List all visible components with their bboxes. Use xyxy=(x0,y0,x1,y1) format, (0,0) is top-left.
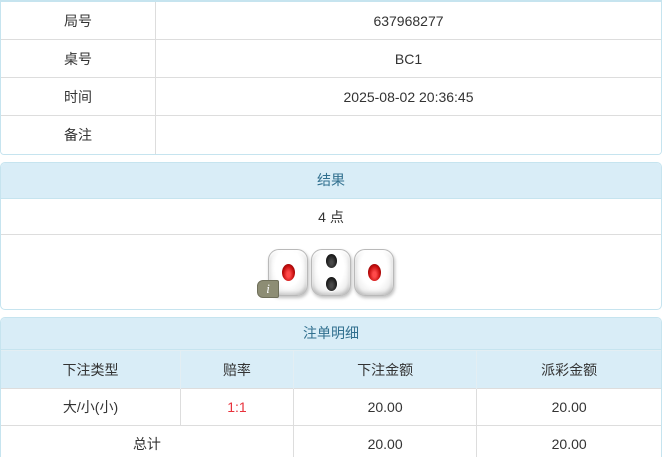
die-3 xyxy=(354,248,394,296)
bet-type-cell: 大/小(小) xyxy=(1,388,182,426)
bet-details-table: 下注类型 赔率 下注金额 派彩金额 大/小(小) 1:1 20.00 20.00… xyxy=(1,350,661,457)
bet-type-column-header: 下注类型 xyxy=(1,350,182,389)
dice-group: i xyxy=(257,248,394,298)
table-number-row: 桌号 BC1 xyxy=(1,40,661,78)
remark-row: 备注 xyxy=(1,116,661,154)
die-1: i xyxy=(257,248,308,298)
result-points: 4 点 xyxy=(1,199,661,235)
round-info-table: 局号 637968277 桌号 BC1 时间 2025-08-02 20:36:… xyxy=(0,0,662,155)
remark-value xyxy=(156,116,661,154)
bet-details-title: 注单明细 xyxy=(1,318,661,350)
bet-amount-column-header: 下注金额 xyxy=(292,350,478,389)
time-row: 时间 2025-08-02 20:36:45 xyxy=(1,78,661,116)
result-panel: 结果 4 点 i xyxy=(0,162,662,310)
time-label: 时间 xyxy=(1,78,156,115)
dice-row: i xyxy=(1,235,661,309)
info-icon[interactable]: i xyxy=(257,279,279,298)
table-number-label: 桌号 xyxy=(1,40,156,77)
time-value: 2025-08-02 20:36:45 xyxy=(343,88,474,105)
bet-odds-cell: 1:1 xyxy=(180,388,294,426)
odds-column-header: 赔率 xyxy=(180,350,294,389)
total-label-cell: 总计 xyxy=(1,425,294,457)
bet-amount-cell: 20.00 xyxy=(292,388,478,426)
die-2-pips xyxy=(312,250,350,295)
bet-table-header-row: 下注类型 赔率 下注金额 派彩金额 xyxy=(1,350,661,389)
payout-amount-column-header: 派彩金额 xyxy=(476,350,661,389)
round-number-label: 局号 xyxy=(1,2,156,39)
bet-row: 大/小(小) 1:1 20.00 20.00 xyxy=(1,388,661,426)
die-1-pips xyxy=(269,250,307,295)
round-number-row: 局号 637968277 xyxy=(1,2,661,40)
remark-label: 备注 xyxy=(1,116,156,154)
total-row: 总计 20.00 20.00 xyxy=(1,425,661,457)
die-2 xyxy=(311,248,351,296)
total-bet-amount-cell: 20.00 xyxy=(292,425,478,457)
table-number-value: BC1 xyxy=(394,50,423,67)
round-number-value: 637968277 xyxy=(373,12,444,29)
bet-details-panel: 注单明细 下注类型 赔率 下注金额 派彩金额 大/小(小) 1:1 20.00 … xyxy=(0,317,662,457)
total-payout-amount-cell: 20.00 xyxy=(476,425,661,457)
die-3-pips xyxy=(355,250,393,295)
result-panel-title: 结果 xyxy=(1,163,661,199)
bet-payout-cell: 20.00 xyxy=(476,388,661,426)
